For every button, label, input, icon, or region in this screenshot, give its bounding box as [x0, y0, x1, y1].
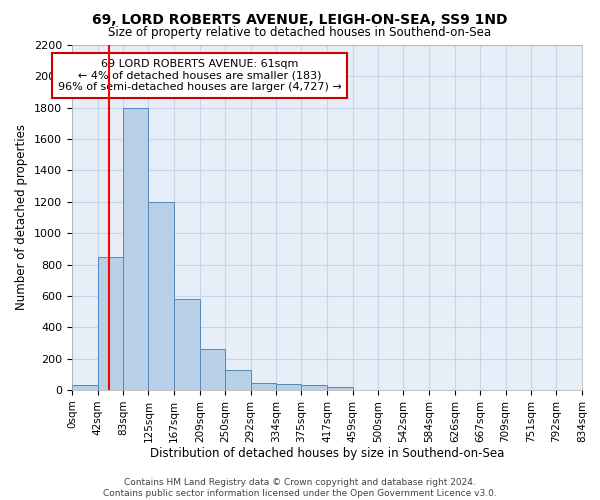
Bar: [327, 387, 353, 390]
Text: Contains HM Land Registry data © Crown copyright and database right 2024.
Contai: Contains HM Land Registry data © Crown c…: [103, 478, 497, 498]
X-axis label: Distribution of detached houses by size in Southend-on-Sea: Distribution of detached houses by size …: [150, 448, 504, 460]
Text: 69, LORD ROBERTS AVENUE, LEIGH-ON-SEA, SS9 1ND: 69, LORD ROBERTS AVENUE, LEIGH-ON-SEA, S…: [92, 12, 508, 26]
Bar: [98, 256, 123, 390]
Text: 69 LORD ROBERTS AVENUE: 61sqm
← 4% of detached houses are smaller (183)
96% of s: 69 LORD ROBERTS AVENUE: 61sqm ← 4% of de…: [58, 59, 341, 92]
Bar: [301, 386, 327, 390]
Bar: [123, 108, 148, 390]
Bar: [148, 202, 174, 390]
Bar: [225, 370, 251, 390]
Bar: [174, 299, 200, 390]
Text: Size of property relative to detached houses in Southend-on-Sea: Size of property relative to detached ho…: [109, 26, 491, 39]
Bar: [72, 386, 98, 390]
Bar: [276, 384, 301, 390]
Bar: [251, 383, 276, 390]
Bar: [200, 349, 225, 390]
Y-axis label: Number of detached properties: Number of detached properties: [16, 124, 28, 310]
